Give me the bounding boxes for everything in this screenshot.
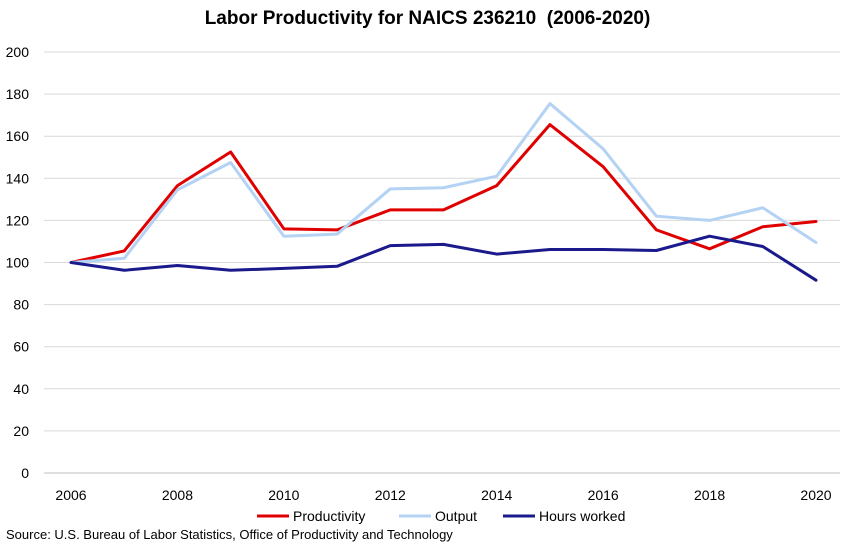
y-tick-label: 140 xyxy=(6,170,30,186)
y-tick-label: 200 xyxy=(6,44,30,60)
legend-label-output: Output xyxy=(435,508,477,524)
y-tick-label: 120 xyxy=(6,212,30,228)
x-tick-label: 2020 xyxy=(800,487,831,503)
series-line-hours-worked xyxy=(69,234,818,282)
x-tick-label: 2008 xyxy=(162,487,193,503)
y-tick-label: 180 xyxy=(6,86,30,102)
series-line-productivity xyxy=(69,123,818,264)
x-tick-label: 2016 xyxy=(588,487,619,503)
x-tick-label: 2010 xyxy=(268,487,299,503)
y-tick-label: 80 xyxy=(13,297,29,313)
chart-title: Labor Productivity for NAICS 236210 (200… xyxy=(204,8,651,29)
y-tick-label: 40 xyxy=(13,381,29,397)
y-tick-label: 160 xyxy=(6,128,30,144)
y-tick-label: 0 xyxy=(21,465,29,481)
x-tick-label: 2012 xyxy=(375,487,406,503)
legend: Productivity Output Hours worked xyxy=(257,508,625,524)
y-axis-tick-labels: 0 20 40 60 80 100 120 140 160 180 200 xyxy=(6,44,30,481)
legend-label-hours-worked: Hours worked xyxy=(539,508,625,524)
x-tick-label: 2014 xyxy=(481,487,512,503)
x-axis-tick-labels: 2006 2008 2010 2012 2014 2016 2018 2020 xyxy=(55,487,831,503)
x-tick-label: 2006 xyxy=(55,487,86,503)
gridlines xyxy=(44,51,840,432)
y-tick-label: 100 xyxy=(6,255,30,271)
y-tick-label: 20 xyxy=(13,423,29,439)
x-tick-label: 2018 xyxy=(694,487,725,503)
series-lines xyxy=(69,102,818,282)
series-line-output xyxy=(69,102,818,264)
source-note: Source: U.S. Bureau of Labor Statistics,… xyxy=(6,527,453,542)
legend-label-productivity: Productivity xyxy=(293,508,365,524)
y-tick-label: 60 xyxy=(13,339,29,355)
